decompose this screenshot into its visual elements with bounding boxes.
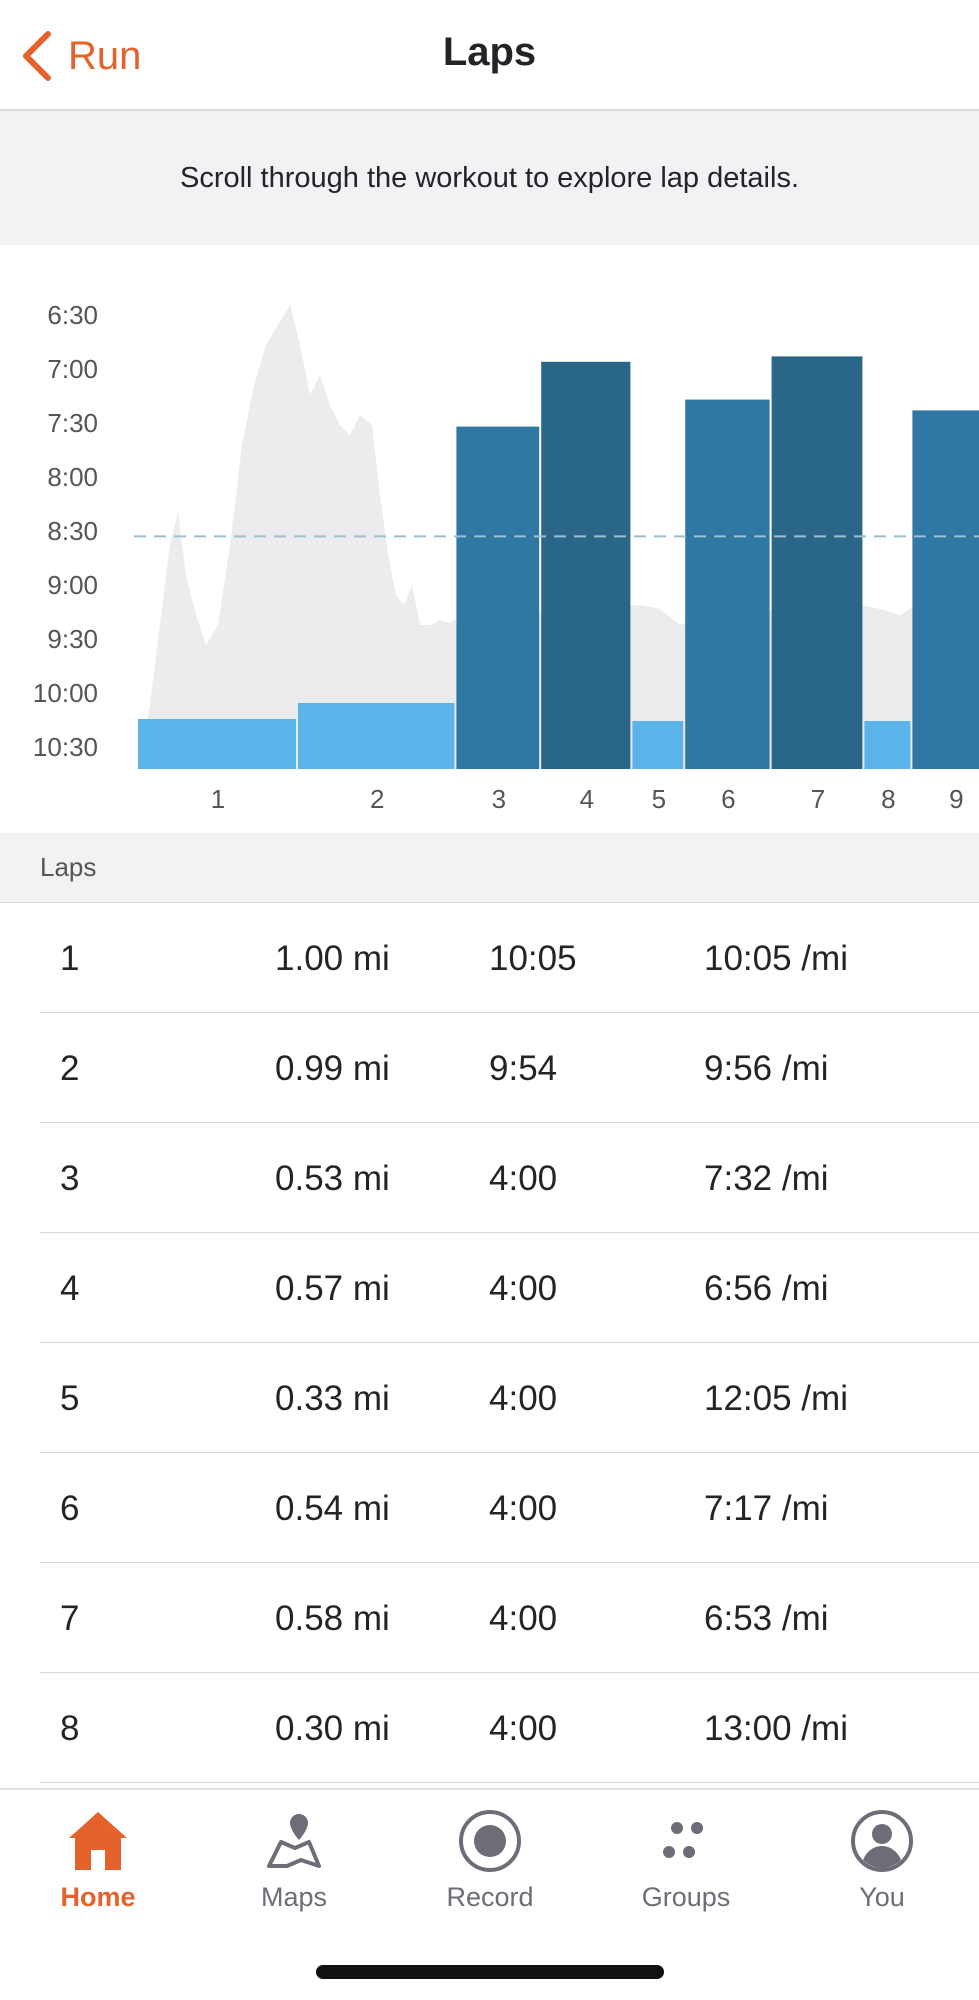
lap-bar bbox=[456, 426, 540, 769]
back-button-label: Run bbox=[68, 33, 142, 78]
y-tick-label: 9:30 bbox=[47, 624, 98, 654]
info-banner-text: Scroll through the workout to explore la… bbox=[179, 161, 799, 194]
tab-record-label: Record bbox=[446, 1882, 534, 1912]
lap-time: 4:00 bbox=[489, 1489, 558, 1528]
lap-number: 7 bbox=[60, 1599, 80, 1638]
lap-distance: 0.99 mi bbox=[275, 1049, 390, 1088]
lap-bar bbox=[864, 721, 911, 769]
lap-distance: 0.57 mi bbox=[275, 1269, 390, 1308]
y-tick-label: 8:30 bbox=[47, 516, 98, 546]
lap-time: 4:00 bbox=[489, 1709, 558, 1748]
lap-distance: 0.58 mi bbox=[275, 1599, 390, 1638]
x-tick-label: 9 bbox=[949, 784, 963, 814]
lap-pace: 13:00 /mi bbox=[704, 1709, 848, 1748]
x-tick-label: 7 bbox=[811, 784, 825, 814]
nav-bar: Run Laps bbox=[0, 0, 979, 111]
tab-home[interactable]: Home bbox=[0, 1806, 196, 1926]
lap-number: 3 bbox=[60, 1159, 80, 1198]
lap-number: 6 bbox=[60, 1489, 80, 1528]
lap-pace: 9:56 /mi bbox=[704, 1049, 829, 1088]
laps-list[interactable]: 1 1.00 mi 10:05 10:05 /mi 2 0.99 mi 9:54… bbox=[0, 903, 979, 1783]
lap-number: 1 bbox=[60, 939, 80, 978]
lap-row[interactable]: 5 0.33 mi 4:00 12:05 /mi bbox=[0, 1343, 979, 1453]
page-title: Laps bbox=[442, 30, 537, 74]
tab-bar: Home Maps Record Groups You bbox=[0, 1788, 979, 2000]
lap-time: 4:00 bbox=[489, 1269, 558, 1308]
tab-home-label: Home bbox=[60, 1882, 136, 1912]
lap-bar bbox=[912, 410, 979, 769]
lap-number: 4 bbox=[60, 1269, 80, 1308]
x-tick-label: 8 bbox=[881, 784, 895, 814]
lap-number: 8 bbox=[60, 1709, 80, 1748]
lap-row[interactable]: 6 0.54 mi 4:00 7:17 /mi bbox=[0, 1453, 979, 1563]
record-icon bbox=[459, 1810, 521, 1872]
lap-pace-chart[interactable]: 6:30 7:00 7:30 8:00 8:30 9:00 9:30 10:00 10:30 1 2… bbox=[0, 245, 979, 833]
chevron-left-icon bbox=[23, 31, 51, 81]
x-tick-label: 2 bbox=[370, 784, 384, 814]
tab-record[interactable]: Record bbox=[392, 1806, 588, 1926]
lap-bar bbox=[632, 721, 684, 769]
tab-you[interactable]: You bbox=[784, 1806, 979, 1926]
lap-time: 9:54 bbox=[489, 1049, 558, 1088]
lap-pace: 7:17 /mi bbox=[704, 1489, 829, 1528]
lap-row[interactable]: 3 0.53 mi 4:00 7:32 /mi bbox=[0, 1123, 979, 1233]
lap-pace: 12:05 /mi bbox=[704, 1379, 848, 1418]
lap-distance: 1.00 mi bbox=[275, 939, 390, 978]
x-tick-label: 5 bbox=[652, 784, 666, 814]
y-tick-label: 10:00 bbox=[33, 678, 98, 708]
laps-section-title: Laps bbox=[40, 852, 97, 882]
y-tick-label: 10:30 bbox=[33, 732, 98, 762]
tab-groups[interactable]: Groups bbox=[588, 1806, 784, 1926]
y-tick-label: 7:00 bbox=[47, 354, 98, 384]
lap-pace-chart-svg: 6:30 7:00 7:30 8:00 8:30 9:00 9:30 10:00 10:30 1 2… bbox=[33, 300, 979, 814]
lap-bar bbox=[685, 399, 770, 769]
lap-distance: 0.30 mi bbox=[275, 1709, 390, 1748]
info-banner: Scroll through the workout to explore la… bbox=[0, 111, 979, 245]
x-tick-label: 6 bbox=[721, 784, 735, 814]
y-tick-label: 8:00 bbox=[47, 462, 98, 492]
lap-pace: 6:56 /mi bbox=[704, 1269, 829, 1308]
back-button[interactable]: Run bbox=[20, 28, 141, 84]
x-tick-label: 1 bbox=[211, 784, 225, 814]
lap-distance: 0.53 mi bbox=[275, 1159, 390, 1198]
home-icon bbox=[69, 1812, 127, 1870]
tab-groups-label: Groups bbox=[641, 1882, 731, 1912]
lap-distance: 0.33 mi bbox=[275, 1379, 390, 1418]
lap-row[interactable]: 8 0.30 mi 4:00 13:00 /mi bbox=[0, 1673, 979, 1783]
lap-number: 5 bbox=[60, 1379, 80, 1418]
lap-pace: 7:32 /mi bbox=[704, 1159, 829, 1198]
lap-distance: 0.54 mi bbox=[275, 1489, 390, 1528]
groups-icon bbox=[663, 1822, 703, 1858]
home-indicator bbox=[316, 1965, 664, 1979]
tab-maps-label: Maps bbox=[260, 1882, 328, 1912]
y-tick-label: 7:30 bbox=[47, 408, 98, 438]
y-tick-label: 6:30 bbox=[47, 300, 98, 330]
lap-time: 10:05 bbox=[489, 939, 577, 978]
profile-icon bbox=[851, 1810, 913, 1872]
lap-bar bbox=[298, 703, 455, 769]
laps-section-header: Laps bbox=[0, 833, 979, 903]
lap-time: 4:00 bbox=[489, 1599, 558, 1638]
tab-you-label: You bbox=[859, 1882, 905, 1912]
lap-pace: 6:53 /mi bbox=[704, 1599, 829, 1638]
lap-time: 4:00 bbox=[489, 1159, 558, 1198]
lap-pace: 10:05 /mi bbox=[704, 939, 848, 978]
maps-icon bbox=[267, 1814, 321, 1868]
y-tick-label: 9:00 bbox=[47, 570, 98, 600]
lap-number: 2 bbox=[60, 1049, 80, 1088]
lap-row[interactable]: 2 0.99 mi 9:54 9:56 /mi bbox=[0, 1013, 979, 1123]
lap-row[interactable]: 1 1.00 mi 10:05 10:05 /mi bbox=[0, 903, 979, 1013]
tab-maps[interactable]: Maps bbox=[196, 1806, 392, 1926]
lap-bar bbox=[541, 361, 631, 769]
lap-bar bbox=[771, 356, 863, 769]
lap-row[interactable]: 7 0.58 mi 4:00 6:53 /mi bbox=[0, 1563, 979, 1673]
lap-bar bbox=[138, 719, 296, 769]
x-tick-label: 4 bbox=[580, 784, 594, 814]
x-tick-label: 3 bbox=[492, 784, 506, 814]
lap-time: 4:00 bbox=[489, 1379, 558, 1418]
lap-row[interactable]: 4 0.57 mi 4:00 6:56 /mi bbox=[0, 1233, 979, 1343]
